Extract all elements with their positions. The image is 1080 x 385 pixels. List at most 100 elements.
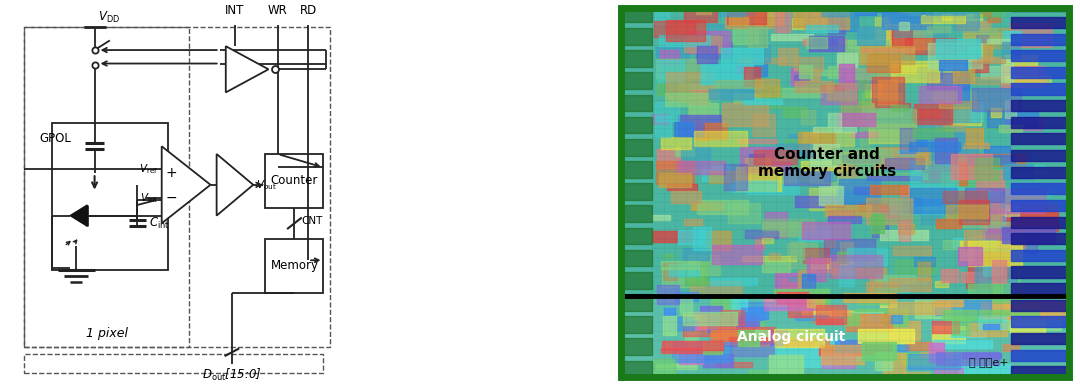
- Bar: [919, 87, 961, 103]
- Bar: [942, 14, 983, 20]
- Bar: [851, 132, 877, 137]
- Bar: [738, 59, 787, 63]
- Bar: [690, 90, 707, 104]
- Bar: [926, 11, 964, 15]
- Bar: [914, 257, 935, 266]
- Bar: [937, 5, 960, 21]
- Bar: [905, 342, 943, 350]
- Bar: [896, 345, 908, 352]
- Polygon shape: [162, 146, 211, 223]
- Bar: [927, 73, 969, 89]
- Bar: [698, 46, 717, 63]
- Bar: [762, 222, 802, 236]
- Bar: [943, 310, 977, 320]
- Bar: [764, 296, 795, 306]
- Bar: [963, 33, 1012, 44]
- Bar: [761, 219, 814, 230]
- Bar: [824, 239, 875, 260]
- Bar: [936, 39, 980, 58]
- Text: +: +: [165, 166, 177, 180]
- Bar: [918, 262, 930, 280]
- Bar: [1011, 33, 1069, 45]
- Bar: [711, 278, 757, 285]
- Bar: [944, 137, 977, 144]
- Bar: [942, 161, 988, 165]
- Bar: [670, 264, 699, 276]
- Bar: [684, 219, 702, 225]
- Bar: [822, 5, 853, 16]
- Text: $V_{\rm ref}$: $V_{\rm ref}$: [139, 162, 159, 176]
- Bar: [813, 39, 837, 44]
- Bar: [762, 262, 789, 272]
- Text: 1 pixel: 1 pixel: [85, 326, 127, 340]
- Bar: [953, 5, 980, 30]
- Bar: [621, 228, 652, 244]
- Bar: [792, 166, 806, 180]
- Bar: [892, 30, 912, 49]
- Bar: [951, 156, 989, 172]
- Bar: [755, 79, 780, 95]
- Bar: [728, 203, 760, 223]
- Bar: [845, 314, 860, 325]
- Bar: [1011, 250, 1069, 261]
- Bar: [665, 20, 705, 41]
- Bar: [880, 206, 899, 217]
- Bar: [662, 268, 703, 287]
- Bar: [688, 255, 719, 275]
- Bar: [878, 80, 896, 104]
- Bar: [758, 11, 780, 16]
- Bar: [946, 205, 987, 218]
- Bar: [744, 307, 768, 319]
- Bar: [761, 86, 781, 108]
- Bar: [809, 188, 835, 211]
- Bar: [808, 142, 836, 157]
- Bar: [981, 0, 991, 16]
- Bar: [883, 276, 927, 285]
- Bar: [807, 295, 824, 307]
- Bar: [833, 268, 886, 276]
- Bar: [921, 15, 964, 23]
- Bar: [869, 276, 881, 294]
- Bar: [867, 176, 921, 180]
- Bar: [987, 17, 1000, 22]
- Bar: [719, 318, 759, 325]
- Bar: [841, 101, 876, 125]
- Bar: [972, 236, 1003, 244]
- Bar: [956, 162, 968, 186]
- Bar: [801, 311, 855, 315]
- Bar: [1011, 333, 1069, 344]
- Bar: [774, 88, 823, 97]
- Bar: [685, 37, 720, 52]
- Bar: [657, 47, 689, 61]
- Bar: [875, 17, 889, 39]
- Text: Counter: Counter: [271, 174, 319, 187]
- Bar: [1005, 76, 1052, 82]
- Bar: [653, 21, 694, 37]
- Bar: [972, 88, 1022, 111]
- Bar: [1007, 166, 1044, 178]
- Bar: [920, 352, 953, 357]
- Bar: [810, 144, 839, 166]
- Bar: [953, 76, 968, 88]
- Bar: [824, 239, 835, 246]
- Bar: [936, 125, 964, 146]
- Bar: [980, 310, 1039, 315]
- Bar: [909, 161, 958, 187]
- Bar: [734, 94, 770, 103]
- Bar: [701, 64, 753, 84]
- Bar: [775, 144, 812, 157]
- Bar: [794, 57, 823, 70]
- Bar: [828, 216, 862, 223]
- Bar: [621, 95, 652, 111]
- Bar: [874, 148, 927, 168]
- Bar: [775, 11, 791, 32]
- Bar: [718, 326, 775, 343]
- Bar: [877, 147, 927, 167]
- Bar: [694, 312, 721, 329]
- Bar: [899, 353, 936, 363]
- Bar: [900, 128, 917, 153]
- Bar: [690, 281, 742, 295]
- Bar: [809, 171, 847, 182]
- Bar: [872, 77, 904, 102]
- Bar: [621, 338, 652, 355]
